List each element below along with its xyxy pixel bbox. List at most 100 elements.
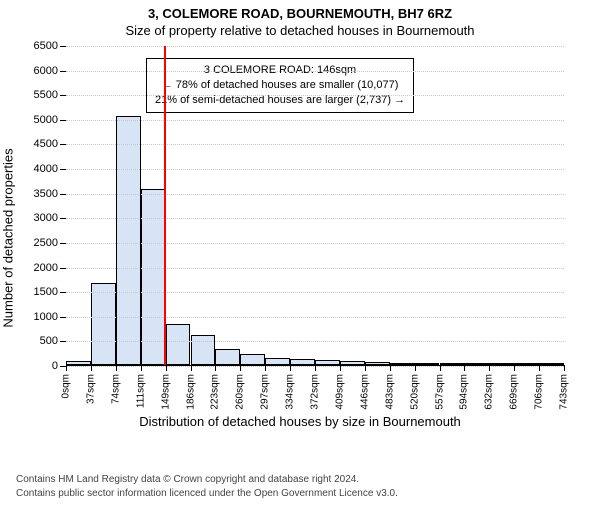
histogram-bar	[215, 349, 240, 365]
gridline	[66, 95, 564, 96]
histogram-bar	[66, 361, 91, 365]
y-tick-label: 4500	[34, 138, 66, 150]
histogram-bar	[365, 362, 390, 365]
histogram-bar	[464, 363, 489, 365]
x-tick-label: 260sqm	[235, 374, 246, 410]
y-tick-label: 2000	[34, 262, 66, 274]
histogram-bar	[440, 363, 465, 365]
x-tick-label: 743sqm	[559, 374, 570, 410]
footer-line1: Contains HM Land Registry data © Crown c…	[16, 473, 398, 487]
plot-region: 3 COLEMORE ROAD: 146sqm ← 78% of detache…	[66, 46, 564, 366]
x-tick-label: 372sqm	[310, 374, 321, 410]
x-tick-label: 520sqm	[409, 374, 420, 410]
y-tick-label: 3500	[34, 188, 66, 200]
x-tick	[290, 365, 291, 371]
gridline	[66, 218, 564, 219]
histogram-bar	[166, 324, 191, 365]
gridline	[66, 292, 564, 293]
y-tick-label: 5500	[34, 89, 66, 101]
x-tick	[166, 365, 167, 371]
x-tick	[66, 365, 67, 371]
y-tick-label: 6500	[34, 40, 66, 52]
y-tick-label: 4000	[34, 163, 66, 175]
x-tick	[91, 365, 92, 371]
histogram-bar	[191, 335, 216, 365]
histogram-bar	[539, 363, 564, 365]
x-tick	[340, 365, 341, 371]
gridline	[66, 268, 564, 269]
gridline	[66, 243, 564, 244]
x-tick-label: 669sqm	[509, 374, 520, 410]
x-tick	[390, 365, 391, 371]
x-tick-label: 594sqm	[459, 374, 470, 410]
x-tick-label: 111sqm	[135, 374, 146, 408]
y-tick-label: 6000	[34, 65, 66, 77]
gridline	[66, 71, 564, 72]
histogram-bar	[390, 363, 415, 365]
x-tick	[415, 365, 416, 371]
y-tick-label: 3000	[34, 212, 66, 224]
histogram-bar	[116, 116, 141, 365]
x-tick-label: 37sqm	[85, 374, 96, 404]
y-tick-label: 1000	[34, 311, 66, 323]
x-tick-label: 149sqm	[160, 374, 171, 410]
x-tick	[514, 365, 515, 371]
histogram-bar	[141, 189, 166, 365]
gridline	[66, 317, 564, 318]
x-tick	[191, 365, 192, 371]
histogram-bar	[514, 363, 539, 365]
x-tick-label: 557sqm	[434, 374, 445, 410]
histogram-bar	[340, 361, 365, 365]
y-axis-label: Number of detached properties	[1, 148, 16, 327]
x-tick	[215, 365, 216, 371]
annotation-box: 3 COLEMORE ROAD: 146sqm ← 78% of detache…	[146, 58, 414, 113]
x-tick-label: 334sqm	[285, 374, 296, 410]
x-tick	[116, 365, 117, 371]
x-tick-label: 706sqm	[534, 374, 545, 410]
histogram-bar	[240, 354, 265, 365]
x-tick	[265, 365, 266, 371]
x-tick	[440, 365, 441, 371]
histogram-bar	[489, 363, 514, 365]
x-tick	[240, 365, 241, 371]
y-tick-label: 1500	[34, 286, 66, 298]
histogram-bar	[315, 360, 340, 365]
gridline	[66, 144, 564, 145]
histogram-bar	[91, 283, 116, 365]
gridline	[66, 120, 564, 121]
x-tick-label: 297sqm	[260, 374, 271, 410]
x-tick-label: 186sqm	[185, 374, 196, 410]
histogram-bar	[265, 358, 290, 365]
x-tick-label: 483sqm	[384, 374, 395, 410]
x-tick-label: 223sqm	[210, 374, 221, 410]
title-address: 3, COLEMORE ROAD, BOURNEMOUTH, BH7 6RZ	[0, 6, 600, 21]
gridline	[66, 194, 564, 195]
x-tick	[315, 365, 316, 371]
x-tick	[564, 365, 565, 371]
gridline	[66, 169, 564, 170]
x-tick	[489, 365, 490, 371]
y-tick-label: 2500	[34, 237, 66, 249]
x-tick	[365, 365, 366, 371]
y-tick-label: 0	[52, 360, 66, 372]
x-tick-label: 409sqm	[334, 374, 345, 410]
x-tick-label: 446sqm	[359, 374, 370, 410]
x-tick	[539, 365, 540, 371]
x-tick-label: 632sqm	[484, 374, 495, 410]
histogram-bar	[290, 359, 315, 365]
x-tick-label: 74sqm	[110, 374, 121, 404]
y-tick-label: 5000	[34, 114, 66, 126]
chart-area: Number of detached properties 3 COLEMORE…	[16, 46, 584, 429]
x-tick-label: 0sqm	[61, 374, 72, 398]
gridline	[66, 341, 564, 342]
annotation-line2: ← 78% of detached houses are smaller (10…	[155, 78, 405, 93]
footer-line2: Contains public sector information licen…	[16, 487, 398, 501]
x-tick	[141, 365, 142, 371]
title-subtitle: Size of property relative to detached ho…	[0, 23, 600, 38]
gridline	[66, 46, 564, 47]
y-tick-label: 500	[40, 335, 66, 347]
reference-line	[164, 46, 166, 365]
x-axis-label: Distribution of detached houses by size …	[16, 414, 584, 429]
footer-attribution: Contains HM Land Registry data © Crown c…	[16, 473, 398, 500]
x-tick	[464, 365, 465, 371]
